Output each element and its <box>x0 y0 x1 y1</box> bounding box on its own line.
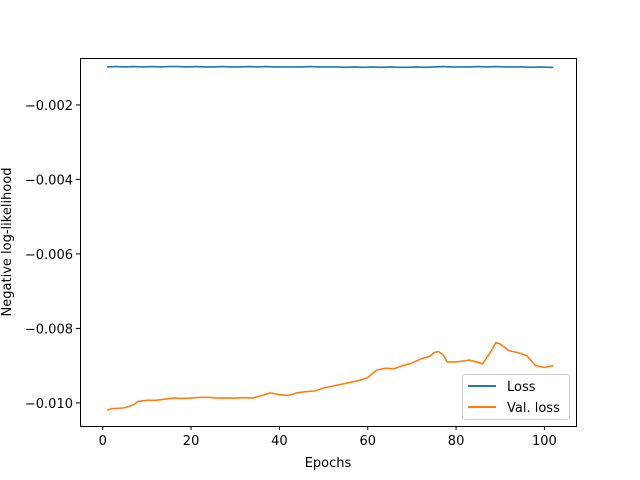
legend-label-loss: Loss <box>507 380 536 395</box>
plot-area <box>80 58 576 426</box>
x-tick-label: 40 <box>271 434 288 449</box>
legend-label-val-loss: Val. loss <box>507 401 560 416</box>
y-axis-label: Negative log-likelihood <box>0 168 15 317</box>
series-line-loss <box>107 65 554 69</box>
y-tick-label: −0.002 <box>25 99 73 114</box>
x-tick-label: 80 <box>448 434 465 449</box>
x-tick-label: 100 <box>532 434 557 449</box>
x-tick-label: 60 <box>359 434 376 449</box>
ticks-layer: 0 20 40 60 80 100 −0.010 −0.008 −0.006 −0.004 −0.0… <box>25 99 557 449</box>
y-tick-label: −0.004 <box>25 173 73 188</box>
y-tick-label: −0.006 <box>25 248 73 263</box>
series-layer <box>106 65 554 412</box>
legend: Loss Val. loss <box>462 374 570 420</box>
plot-frame <box>80 58 577 427</box>
y-tick-label: −0.008 <box>25 322 73 337</box>
x-tick-label: 20 <box>183 434 200 449</box>
x-tick-label: 0 <box>99 434 107 449</box>
y-tick-label: −0.010 <box>25 397 73 412</box>
series-line-val-loss <box>106 341 554 412</box>
x-axis-label: Epochs <box>305 456 352 471</box>
